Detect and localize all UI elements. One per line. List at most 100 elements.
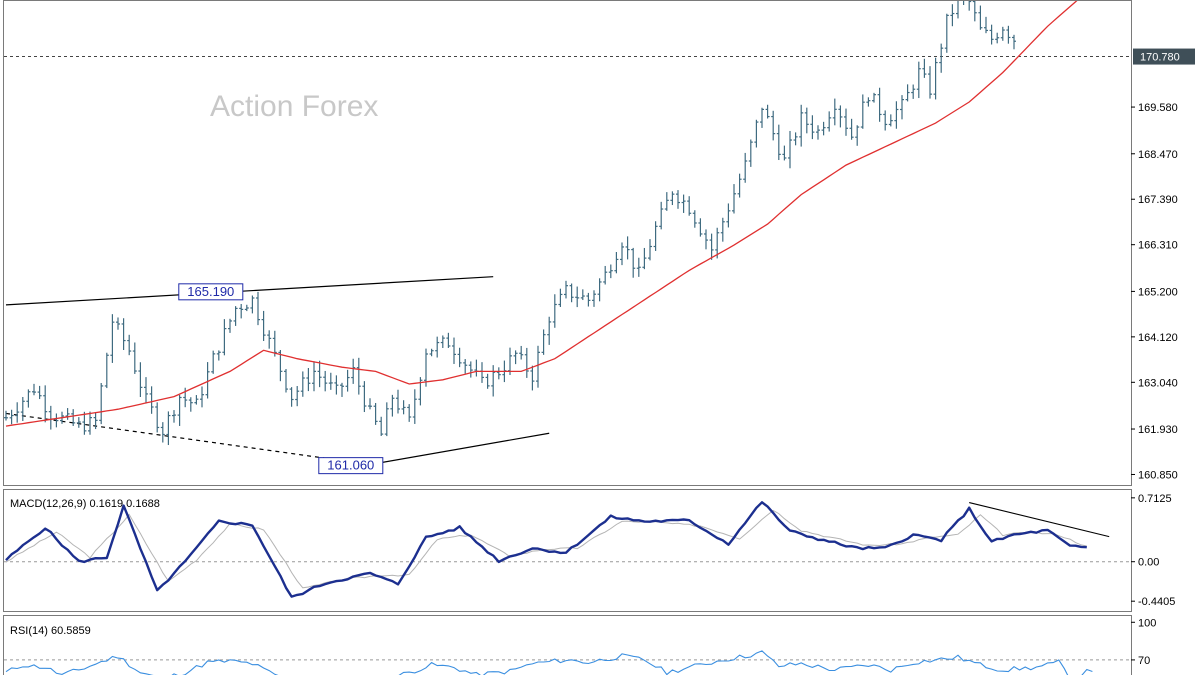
price-bar: [278, 349, 283, 382]
price-axis-label: 165.200: [1138, 286, 1178, 298]
price-bar: [149, 386, 154, 414]
price-bar: [155, 402, 160, 433]
price-bar: [323, 370, 328, 392]
current-price-tag-label: 170.780: [1140, 52, 1180, 64]
price-bar: [99, 383, 104, 425]
rsi-panel-frame: [3, 615, 1132, 680]
price-bar: [228, 318, 232, 333]
price-bar: [726, 203, 731, 228]
price-bar: [580, 289, 585, 301]
price-bar: [928, 66, 932, 99]
price-axis-label: 168.470: [1138, 149, 1178, 161]
price-bar: [132, 342, 137, 374]
rsi-line: [5, 650, 1093, 680]
price-bar: [676, 190, 680, 209]
price-bar: [642, 247, 647, 270]
price-bar: [821, 121, 826, 136]
price-bar: [233, 306, 238, 326]
price-bar: [272, 330, 277, 357]
price-bar: [340, 382, 344, 397]
price-bar: [720, 217, 725, 242]
price-bar: [944, 13, 949, 53]
price-bar: [144, 377, 148, 404]
price-bar: [328, 372, 333, 390]
price-bar: [82, 411, 87, 435]
price-bar: [261, 310, 266, 341]
macd-title: MACD(12,26,9) 0.1619 0.1688: [10, 498, 160, 510]
macd-signal-line: [5, 509, 1087, 589]
price-bar: [603, 265, 608, 285]
price-bar: [905, 84, 910, 102]
price-bar: [827, 111, 832, 132]
price-bar: [211, 350, 216, 374]
price-bar: [732, 184, 736, 214]
price-bar: [950, 4, 955, 27]
price-bar: [15, 402, 20, 423]
macd-axis-label: -0.4405: [1138, 596, 1175, 608]
price-bar: [536, 345, 540, 388]
price-bar: [9, 409, 14, 425]
price-bar: [916, 61, 921, 99]
price-bar: [838, 105, 843, 128]
price-bar: [160, 422, 165, 443]
price-bar: [883, 110, 888, 131]
price-bar: [396, 389, 400, 414]
price-bar: [379, 416, 384, 436]
price-axis-label: 166.310: [1138, 240, 1178, 252]
macd-chart: [4, 501, 1131, 598]
price-bar: [317, 360, 322, 388]
price-bar: [412, 389, 417, 424]
price-bar: [356, 357, 361, 395]
price-bar: [222, 319, 227, 356]
price-bar: [121, 318, 126, 351]
price-bar: [300, 371, 305, 397]
price-bar: [284, 369, 288, 393]
price-bar: [547, 316, 552, 345]
price-bar: [978, 5, 983, 30]
price-bar: [849, 118, 854, 140]
price-bar: [844, 108, 848, 136]
price-bar: [804, 107, 809, 134]
macd-axis-label: 0.7125: [1138, 493, 1172, 505]
price-axis-label: 160.850: [1138, 469, 1178, 481]
price-annotation-label-0: 165.190: [187, 284, 234, 299]
price-axis-label: 161.930: [1138, 424, 1178, 436]
price-bar: [368, 398, 372, 410]
price-bar: [625, 236, 630, 260]
price-bar: [765, 104, 770, 119]
price-axis-label: 167.390: [1138, 194, 1178, 206]
price-bar: [43, 385, 48, 423]
price-bar: [614, 252, 619, 274]
price-bar: [104, 352, 109, 389]
price-bar: [810, 115, 815, 140]
price-bar: [530, 365, 535, 391]
price-bar: [698, 218, 703, 237]
price-bar: [446, 332, 451, 348]
price-bar: [855, 125, 860, 146]
price-annotation-box-1: [318, 457, 384, 475]
price-bar: [435, 336, 440, 358]
price-bar: [116, 317, 120, 330]
price-bar: [592, 290, 596, 307]
price-bar: [894, 101, 899, 129]
price-bar: [659, 201, 664, 230]
price-bar: [704, 229, 708, 250]
price-bar: [401, 400, 406, 415]
price-bar: [177, 394, 182, 426]
price-bar: [267, 330, 272, 349]
price-bar: [205, 362, 210, 399]
rsi-axis-label: 100: [1138, 617, 1156, 629]
price-bar: [737, 173, 742, 198]
price-bar: [564, 280, 568, 299]
macd-line: [5, 501, 1087, 598]
price-bar: [188, 397, 193, 412]
price-bar: [1012, 34, 1016, 50]
price-bar: [799, 104, 804, 147]
price-bar: [872, 92, 876, 103]
price-bar: [597, 278, 602, 302]
price-panel-frame: [3, 0, 1132, 486]
price-bar: [463, 359, 468, 374]
price-bar: [429, 348, 434, 357]
price-bar: [620, 242, 624, 266]
